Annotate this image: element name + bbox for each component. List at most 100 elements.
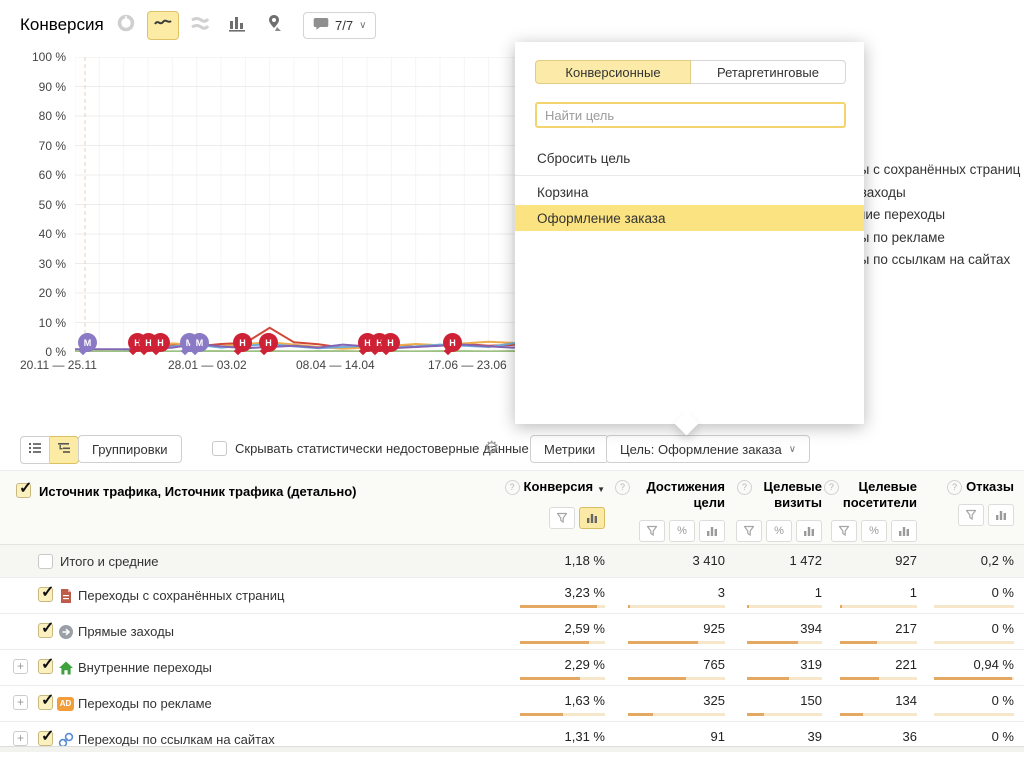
cell-value: 0,94 % bbox=[974, 657, 1014, 672]
filter-icon[interactable] bbox=[958, 504, 984, 526]
page-title: Конверсия bbox=[20, 15, 104, 35]
column-chart-button[interactable] bbox=[221, 11, 253, 40]
help-icon[interactable]: ? bbox=[737, 480, 752, 495]
help-icon[interactable]: ? bbox=[505, 480, 520, 495]
cell-value: 3,23 % bbox=[565, 585, 605, 600]
cell-value: 150 bbox=[800, 693, 822, 708]
bars-view-icon[interactable] bbox=[891, 520, 917, 542]
groupings-button[interactable]: Группировки bbox=[78, 435, 182, 463]
map-button[interactable] bbox=[258, 11, 290, 40]
goal-dropdown-button[interactable]: Цель: Оформление заказа ∨ bbox=[606, 435, 810, 463]
column-header-goal-reaches: ? Достижения цели % bbox=[615, 479, 735, 542]
chevron-down-icon: ∨ bbox=[359, 20, 366, 31]
expand-button[interactable]: + bbox=[13, 659, 28, 674]
filter-icon[interactable] bbox=[736, 520, 762, 542]
cell-value: 394 bbox=[800, 621, 822, 636]
gear-icon[interactable]: ⚙ bbox=[484, 438, 499, 458]
filter-icon[interactable] bbox=[831, 520, 857, 542]
column-label[interactable]: Целевые посетители bbox=[843, 479, 917, 511]
line-chart-icon bbox=[153, 13, 173, 38]
column-label[interactable]: Целевые визиты bbox=[756, 479, 822, 511]
dimension-header[interactable]: Источник трафика, Источник трафика (дета… bbox=[39, 484, 357, 499]
expand-button[interactable]: + bbox=[13, 731, 28, 746]
column-header-conversion: ? Конверсия ▼ bbox=[520, 479, 615, 542]
percent-view-icon[interactable]: % bbox=[669, 520, 695, 542]
row-checkbox[interactable] bbox=[38, 587, 53, 602]
hide-unreliable-checkbox[interactable] bbox=[212, 441, 227, 456]
area-chart-icon bbox=[190, 13, 210, 38]
goal-list: Сбросить цель Корзина Оформление заказа bbox=[515, 146, 864, 231]
bars-view-icon[interactable] bbox=[796, 520, 822, 542]
bars-view-icon[interactable] bbox=[699, 520, 725, 542]
tab-conversion-goals[interactable]: Конверсионные bbox=[535, 60, 691, 84]
percent-view-icon[interactable]: % bbox=[766, 520, 792, 542]
y-axis-tick: 100 % bbox=[0, 50, 66, 64]
row-label[interactable]: Переходы с сохранённых страниц bbox=[78, 588, 284, 603]
row-checkbox[interactable] bbox=[38, 554, 53, 569]
row-checkbox[interactable] bbox=[38, 623, 53, 638]
column-header-goal-visits: ? Целевые визиты % bbox=[735, 479, 832, 542]
bars-view-icon[interactable] bbox=[579, 507, 605, 529]
help-icon[interactable]: ? bbox=[615, 480, 630, 495]
bars-view-icon[interactable] bbox=[988, 504, 1014, 526]
cell-bar bbox=[628, 713, 725, 716]
row-label[interactable]: Переходы по ссылкам на сайтах bbox=[78, 732, 275, 747]
column-header-goal-visitors: ? Целевые посетители % bbox=[832, 479, 927, 542]
filter-icon[interactable] bbox=[639, 520, 665, 542]
hide-unreliable-checkbox-row[interactable]: Скрывать статистически недостоверные дан… bbox=[212, 441, 529, 456]
metrics-button[interactable]: Метрики bbox=[530, 435, 609, 463]
cell-value: 319 bbox=[800, 657, 822, 672]
percent-view-icon[interactable]: % bbox=[861, 520, 887, 542]
cell-value: 765 bbox=[703, 657, 725, 672]
cell-bar bbox=[520, 641, 605, 644]
y-axis-tick: 50 % bbox=[0, 198, 66, 212]
column-chart-icon bbox=[227, 13, 247, 38]
cell-bar bbox=[628, 605, 725, 608]
cell-value: 0 % bbox=[992, 621, 1014, 636]
row-label: Итого и средние bbox=[60, 554, 158, 569]
cell-value: 1,31 % bbox=[565, 729, 605, 744]
line-chart-button[interactable] bbox=[147, 11, 179, 40]
comments-badge[interactable]: 7/7 ∨ bbox=[303, 12, 376, 39]
filter-icon[interactable] bbox=[549, 507, 575, 529]
x-axis-tick: 08.04 — 14.04 bbox=[296, 358, 375, 372]
cell-value: 1,63 % bbox=[565, 693, 605, 708]
help-icon[interactable]: ? bbox=[947, 480, 962, 495]
y-axis-tick: 30 % bbox=[0, 257, 66, 271]
row-checkbox[interactable] bbox=[38, 695, 53, 710]
goal-item-cart[interactable]: Корзина bbox=[515, 180, 864, 205]
row-checkbox[interactable] bbox=[38, 659, 53, 674]
help-icon[interactable]: ? bbox=[824, 480, 839, 495]
select-all-checkbox[interactable] bbox=[16, 483, 31, 498]
flat-list-view-button[interactable] bbox=[20, 436, 50, 464]
column-label[interactable]: Отказы bbox=[966, 479, 1014, 495]
goal-selector-popup: Конверсионные Ретаргетинговые Сбросить ц… bbox=[515, 42, 864, 424]
goal-item-checkout[interactable]: Оформление заказа bbox=[515, 205, 864, 231]
cell-bar bbox=[747, 641, 822, 644]
column-label[interactable]: Конверсия bbox=[524, 479, 594, 498]
reset-goal-item[interactable]: Сбросить цель bbox=[515, 146, 864, 171]
speech-bubble-icon bbox=[313, 16, 329, 34]
pie-chart-button[interactable] bbox=[110, 11, 142, 40]
row-label[interactable]: Переходы по рекламе bbox=[78, 696, 212, 711]
column-header-bounces: ? Отказы bbox=[927, 479, 1024, 542]
column-label[interactable]: Достижения цели bbox=[634, 479, 725, 511]
cell-value: 925 bbox=[703, 621, 725, 636]
cell-bar bbox=[934, 677, 1014, 680]
tree-view-button[interactable] bbox=[50, 436, 79, 464]
table-row-ads: + AD Переходы по рекламе 1,63 % 325 150 … bbox=[0, 685, 1024, 721]
cell-bar bbox=[747, 605, 822, 608]
goal-search-input[interactable] bbox=[535, 102, 846, 128]
cell-bar bbox=[840, 641, 917, 644]
chevron-down-icon: ∨ bbox=[789, 444, 796, 455]
cell-bar bbox=[840, 605, 917, 608]
goal-dropdown-label: Цель: Оформление заказа bbox=[620, 442, 782, 457]
row-label[interactable]: Прямые заходы bbox=[78, 624, 174, 639]
cell-bar bbox=[840, 713, 917, 716]
cell-value: 1 472 bbox=[789, 553, 822, 568]
expand-button[interactable]: + bbox=[13, 695, 28, 710]
row-checkbox[interactable] bbox=[38, 731, 53, 746]
row-label[interactable]: Внутренние переходы bbox=[78, 660, 212, 675]
area-chart-button[interactable] bbox=[184, 11, 216, 40]
tab-retargeting-goals[interactable]: Ретаргетинговые bbox=[691, 60, 846, 84]
